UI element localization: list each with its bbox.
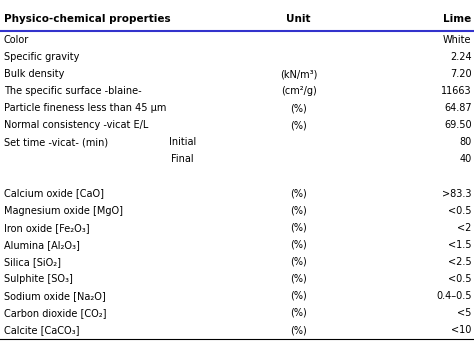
Text: (kN/m³): (kN/m³) [280,69,317,79]
Text: Sulphite [SO₃]: Sulphite [SO₃] [4,274,73,284]
Text: Color: Color [4,35,29,45]
Text: 69.50: 69.50 [444,120,472,130]
Text: Alumina [Al₂O₃]: Alumina [Al₂O₃] [4,240,80,250]
Text: (%): (%) [290,120,307,130]
Text: >83.3: >83.3 [442,188,472,199]
Text: Initial: Initial [169,137,196,147]
Text: 11663: 11663 [441,86,472,96]
Text: Lime: Lime [443,14,472,24]
Text: Calcium oxide [CaO]: Calcium oxide [CaO] [4,188,104,199]
Text: (%): (%) [290,291,307,301]
Text: Bulk density: Bulk density [4,69,64,79]
Text: Unit: Unit [286,14,311,24]
Text: (%): (%) [290,223,307,233]
Text: 2.24: 2.24 [450,52,472,62]
Text: 0.4–0.5: 0.4–0.5 [436,291,472,301]
Text: Carbon dioxide [CO₂]: Carbon dioxide [CO₂] [4,308,106,318]
Text: <10: <10 [451,325,472,335]
Text: Physico-chemical properties: Physico-chemical properties [4,14,171,24]
Text: <2: <2 [457,223,472,233]
Text: (%): (%) [290,274,307,284]
Text: Specific gravity: Specific gravity [4,52,79,62]
Text: 40: 40 [459,155,472,165]
Text: Magnesium oxide [MgO]: Magnesium oxide [MgO] [4,206,123,215]
Text: (%): (%) [290,206,307,215]
Text: 7.20: 7.20 [450,69,472,79]
Text: (%): (%) [290,103,307,113]
Text: White: White [443,35,472,45]
Text: <1.5: <1.5 [448,240,472,250]
Text: (cm²/g): (cm²/g) [281,86,317,96]
Text: (%): (%) [290,308,307,318]
Text: Final: Final [171,155,194,165]
Text: <2.5: <2.5 [448,257,472,267]
Text: (%): (%) [290,240,307,250]
Text: (%): (%) [290,325,307,335]
Text: <0.5: <0.5 [448,206,472,215]
Text: Particle fineness less than 45 μm: Particle fineness less than 45 μm [4,103,166,113]
Text: (%): (%) [290,188,307,199]
Text: Silica [SiO₂]: Silica [SiO₂] [4,257,61,267]
Text: <5: <5 [457,308,472,318]
Text: Normal consistency -vicat E/L: Normal consistency -vicat E/L [4,120,148,130]
Text: Sodium oxide [Na₂O]: Sodium oxide [Na₂O] [4,291,106,301]
Text: (%): (%) [290,257,307,267]
Text: Calcite [CaCO₃]: Calcite [CaCO₃] [4,325,79,335]
Text: The specific surface -blaine-: The specific surface -blaine- [4,86,141,96]
Text: Set time -vicat- (min): Set time -vicat- (min) [4,137,108,147]
Text: 64.87: 64.87 [444,103,472,113]
Text: Iron oxide [Fe₂O₃]: Iron oxide [Fe₂O₃] [4,223,90,233]
Text: 80: 80 [459,137,472,147]
Text: <0.5: <0.5 [448,274,472,284]
